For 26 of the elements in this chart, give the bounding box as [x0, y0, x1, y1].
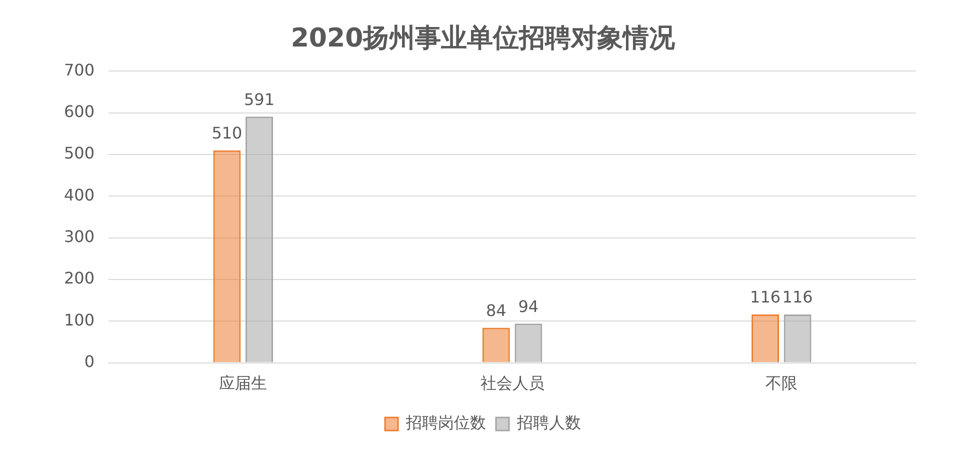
y-tick-label: 500	[64, 144, 95, 163]
data-label: 116	[782, 288, 813, 307]
y-tick-label: 200	[64, 268, 95, 288]
bar	[514, 324, 542, 362]
legend-label: 招聘岗位数	[405, 413, 486, 432]
y-tick-label: 700	[64, 60, 95, 80]
data-label: 84	[486, 300, 506, 320]
y-tick-label: 400	[64, 185, 95, 204]
data-label: 94	[518, 296, 539, 316]
y-tick-label: 300	[64, 226, 95, 246]
x-tick-label: 不限	[765, 374, 798, 393]
y-tick-label: 0	[84, 352, 95, 371]
bar	[246, 116, 273, 362]
chart-title: 2020扬州事业单位招聘对象情况	[290, 23, 676, 54]
bar	[784, 314, 812, 362]
y-tick-label: 100	[64, 310, 95, 330]
data-label: 510	[212, 124, 242, 143]
data-label: 116	[750, 288, 781, 307]
y-tick-label: 600	[64, 102, 95, 122]
data-label: 591	[244, 90, 275, 109]
legend-label: 招聘人数	[516, 413, 581, 432]
x-tick-label: 社会人员	[480, 374, 544, 393]
bar	[482, 328, 510, 362]
x-tick-label: 应届生	[219, 374, 268, 393]
bar	[213, 150, 241, 362]
bar	[752, 314, 779, 362]
